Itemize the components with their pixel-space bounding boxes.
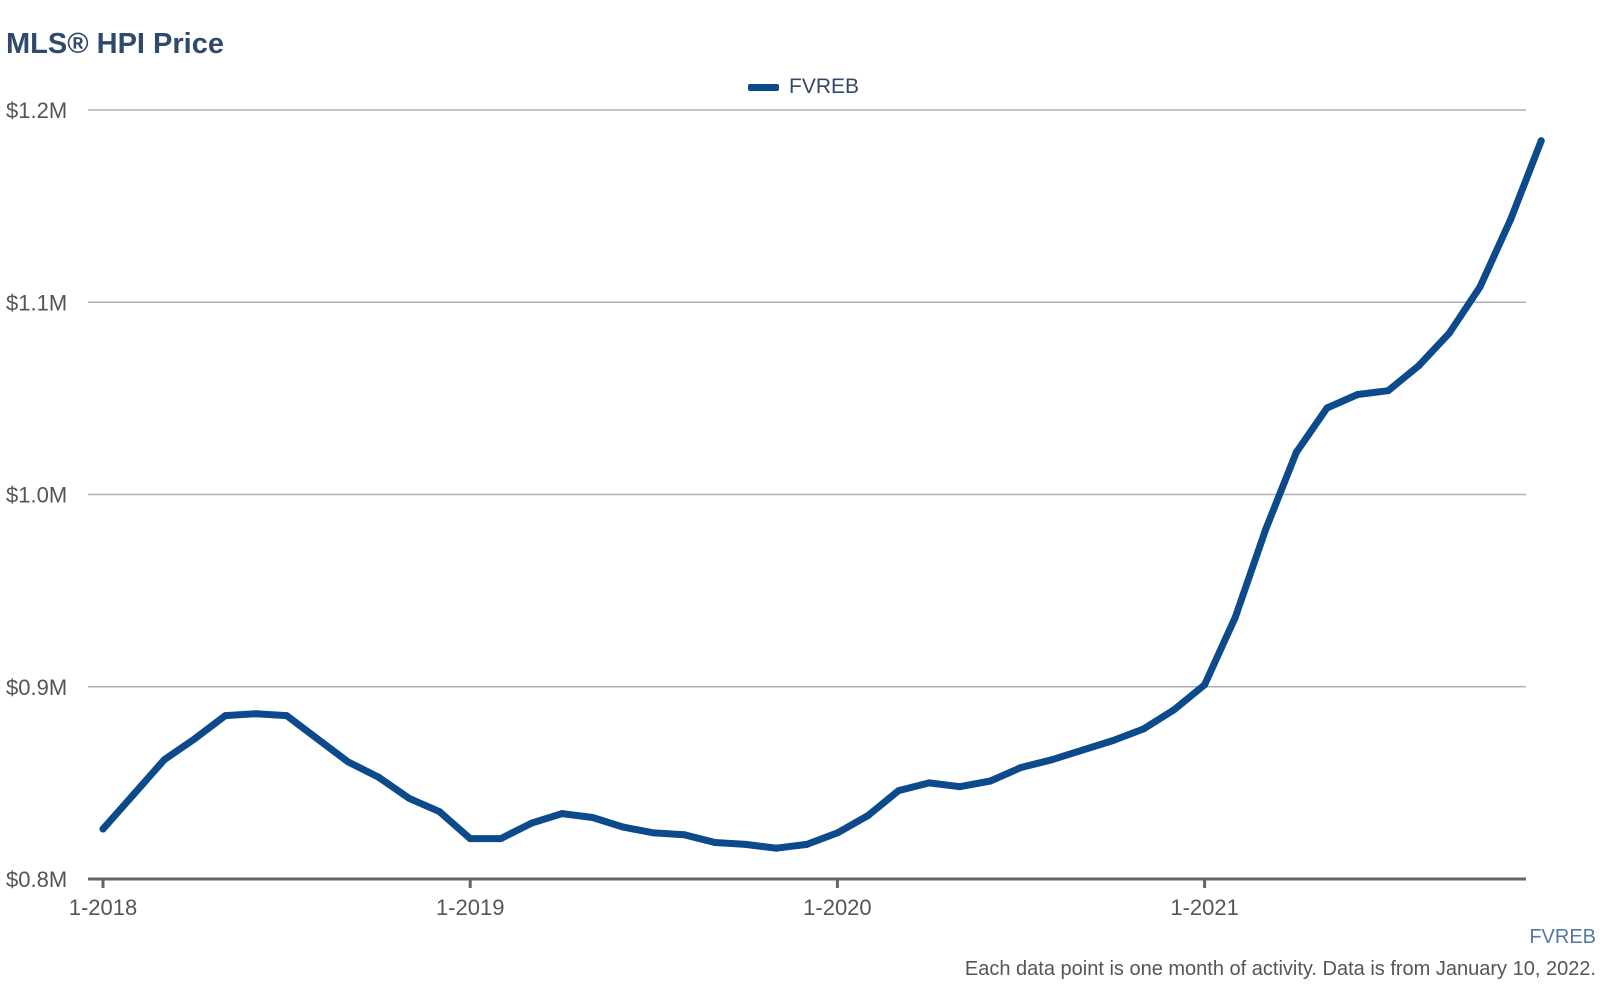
data-point [1139,725,1147,733]
data-points [99,137,1545,852]
data-point [956,783,964,791]
data-point [374,773,382,781]
data-point [833,829,841,837]
y-tick-labels: $1.2M $1.1M $1.0M $0.9M $0.8M [6,98,67,892]
data-point [130,790,138,798]
data-point [986,777,994,785]
data-point [650,829,658,837]
data-point [680,831,688,839]
data-point [191,735,199,743]
data-point [803,840,811,848]
data-point [1476,283,1484,291]
data-point [1537,137,1545,145]
data-point [1017,764,1025,771]
data-point [711,839,719,846]
data-point [558,810,566,818]
data-point [1415,362,1423,370]
data-point [252,710,260,718]
data-point [466,835,474,843]
data-point [497,835,505,843]
axes [88,877,1526,888]
footnote: Each data point is one month of activity… [964,958,1596,980]
data-point [344,758,352,766]
y-tick-label: $1.1M [6,290,67,315]
chart-title: MLS® HPI Price [6,28,224,60]
data-point [742,840,750,848]
data-point [1323,404,1331,412]
data-point [864,812,872,820]
data-point [160,756,168,764]
data-point [925,779,933,787]
legend-swatch [748,83,779,91]
data-point [436,808,444,816]
data-point [1109,737,1117,745]
data-point [1048,756,1056,764]
y-tick-label: $1.0M [6,483,67,508]
data-point [527,819,535,827]
data-point [1201,681,1209,689]
data-point [1354,391,1362,398]
data-point [1078,746,1086,754]
data-point [1262,525,1270,533]
x-tick-label: 1-2019 [436,895,505,920]
data-point [405,794,413,802]
x-tick-label: 1-2020 [803,895,872,920]
data-point [1445,329,1453,337]
x-tick-labels: 1-2018 1-2019 1-2020 1-2021 [69,895,1239,920]
data-point [1170,706,1178,714]
data-point [283,712,291,720]
y-tick-label: $0.8M [6,867,67,892]
x-tick-label: 1-2018 [69,895,138,920]
data-point [1384,387,1392,395]
legend-label: FVREB [789,75,860,98]
source-label: FVREB [1529,926,1596,948]
series-line-fvreb [99,137,1545,852]
x-tick-label: 1-2021 [1170,895,1239,920]
series-layer [99,137,1545,852]
data-point [589,814,597,821]
y-tick-label: $0.9M [6,675,67,700]
data-point [619,823,627,831]
data-point [1292,448,1300,456]
y-tick-label: $1.2M [6,98,67,123]
data-point [895,787,903,795]
data-point [313,735,321,743]
data-point [221,712,229,720]
data-point [1231,614,1239,621]
data-point [99,825,107,833]
legend: FVREB [748,72,859,102]
data-point [1507,216,1515,224]
gridlines [88,109,1526,688]
data-point [772,844,780,852]
